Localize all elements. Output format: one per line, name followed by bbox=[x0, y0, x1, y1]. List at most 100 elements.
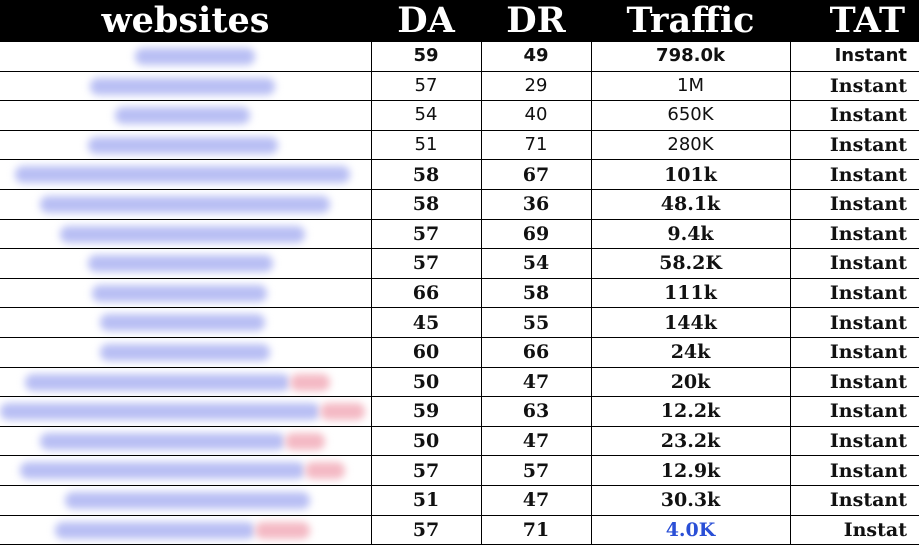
table-row: 59 63 12.2k Instant bbox=[0, 396, 919, 427]
blurred-url bbox=[40, 195, 330, 213]
blurred-url bbox=[115, 107, 250, 125]
blurred-url bbox=[90, 77, 275, 95]
table-row: 58 67 101k Instant bbox=[0, 159, 919, 190]
website-cell-blurred bbox=[0, 367, 372, 398]
website-cell-blurred bbox=[0, 189, 372, 220]
table-row: 59 49 798.0k Instant bbox=[0, 42, 919, 72]
tat-cell: Instant bbox=[790, 189, 919, 220]
blurred-url bbox=[100, 314, 265, 332]
website-cell-blurred bbox=[0, 100, 372, 131]
traffic-cell: 12.2k bbox=[591, 396, 791, 427]
blurred-url-tail bbox=[290, 373, 330, 391]
traffic-cell: 1M bbox=[591, 71, 791, 102]
blurred-url bbox=[55, 521, 255, 539]
table-row: 50 47 23.2k Instant bbox=[0, 426, 919, 457]
traffic-cell: 30.3k bbox=[591, 485, 791, 516]
dr-cell: 57 bbox=[481, 455, 592, 486]
tat-cell: Instant bbox=[790, 396, 919, 427]
traffic-cell: 23.2k bbox=[591, 426, 791, 457]
da-cell: 60 bbox=[371, 337, 482, 368]
da-cell: 59 bbox=[371, 42, 482, 72]
tat-cell: Instant bbox=[790, 307, 919, 338]
da-cell: 50 bbox=[371, 426, 482, 457]
tat-cell: Instant bbox=[790, 219, 919, 250]
dr-cell: 47 bbox=[481, 367, 592, 398]
traffic-cell: 111k bbox=[591, 278, 791, 309]
dr-cell: 58 bbox=[481, 278, 592, 309]
dr-cell: 71 bbox=[481, 130, 592, 161]
tat-cell: Instant bbox=[790, 248, 919, 279]
da-cell: 58 bbox=[371, 159, 482, 190]
table-row: 57 69 9.4k Instant bbox=[0, 219, 919, 250]
da-cell: 57 bbox=[371, 515, 482, 545]
da-cell: 57 bbox=[371, 248, 482, 279]
dr-cell: 29 bbox=[481, 71, 592, 102]
traffic-cell: 280K bbox=[591, 130, 791, 161]
da-cell: 58 bbox=[371, 189, 482, 220]
blurred-url-tail bbox=[320, 403, 365, 421]
table-row: 45 55 144k Instant bbox=[0, 307, 919, 338]
blurred-url bbox=[20, 462, 305, 480]
dr-cell: 47 bbox=[481, 485, 592, 516]
traffic-cell: 58.2K bbox=[591, 248, 791, 279]
tat-cell: Instant bbox=[790, 426, 919, 457]
tat-cell: Instant bbox=[790, 278, 919, 309]
website-cell-blurred bbox=[0, 159, 372, 190]
dr-cell: 49 bbox=[481, 42, 592, 72]
blurred-url bbox=[92, 284, 267, 302]
table-row: 51 71 280K Instant bbox=[0, 130, 919, 161]
blurred-url bbox=[100, 343, 270, 361]
header-dr: DR bbox=[481, 0, 591, 42]
table-row: 54 40 650K Instant bbox=[0, 100, 919, 131]
tat-cell: Instant bbox=[790, 130, 919, 161]
header-websites: websites bbox=[0, 0, 371, 42]
website-cell-blurred bbox=[0, 515, 372, 545]
blurred-url-tail bbox=[285, 432, 325, 450]
traffic-cell: 12.9k bbox=[591, 455, 791, 486]
dr-cell: 55 bbox=[481, 307, 592, 338]
tat-cell: Instant bbox=[790, 159, 919, 190]
traffic-cell: 101k bbox=[591, 159, 791, 190]
website-cell-blurred bbox=[0, 455, 372, 486]
table-row: 60 66 24k Instant bbox=[0, 337, 919, 368]
website-cell-blurred bbox=[0, 278, 372, 309]
traffic-cell: 650K bbox=[591, 100, 791, 131]
blurred-url bbox=[0, 403, 320, 421]
traffic-cell: 144k bbox=[591, 307, 791, 338]
dr-cell: 47 bbox=[481, 426, 592, 457]
website-cell-blurred bbox=[0, 248, 372, 279]
blurred-url-tail bbox=[305, 462, 345, 480]
table-row: 58 36 48.1k Instant bbox=[0, 189, 919, 220]
dr-cell: 71 bbox=[481, 515, 592, 545]
da-cell: 45 bbox=[371, 307, 482, 338]
traffic-cell: 20k bbox=[591, 367, 791, 398]
blurred-url bbox=[15, 166, 350, 184]
tat-cell: Instant bbox=[790, 100, 919, 131]
traffic-cell-link[interactable]: 4.0K bbox=[591, 515, 791, 545]
traffic-cell: 24k bbox=[591, 337, 791, 368]
blurred-url-tail bbox=[255, 521, 310, 539]
traffic-cell: 9.4k bbox=[591, 219, 791, 250]
table-row: 57 71 4.0K Instat bbox=[0, 515, 919, 545]
table-row: 57 57 12.9k Instant bbox=[0, 455, 919, 486]
table-row: 51 47 30.3k Instant bbox=[0, 485, 919, 516]
website-cell-blurred bbox=[0, 307, 372, 338]
da-cell: 66 bbox=[371, 278, 482, 309]
dr-cell: 63 bbox=[481, 396, 592, 427]
da-cell: 51 bbox=[371, 485, 482, 516]
table-row: 57 54 58.2K Instant bbox=[0, 248, 919, 279]
da-cell: 59 bbox=[371, 396, 482, 427]
website-cell-blurred bbox=[0, 485, 372, 516]
website-cell-blurred bbox=[0, 71, 372, 102]
tat-cell: Instant bbox=[790, 485, 919, 516]
blurred-url bbox=[60, 225, 305, 243]
da-cell: 57 bbox=[371, 219, 482, 250]
header-row: websites DA DR Traffic TAT bbox=[0, 0, 919, 42]
table-row: 57 29 1M Instant bbox=[0, 71, 919, 102]
header-da: DA bbox=[371, 0, 481, 42]
website-cell-blurred bbox=[0, 219, 372, 250]
website-cell-blurred bbox=[0, 337, 372, 368]
da-cell: 57 bbox=[371, 455, 482, 486]
blurred-url bbox=[88, 255, 273, 273]
dr-cell: 67 bbox=[481, 159, 592, 190]
